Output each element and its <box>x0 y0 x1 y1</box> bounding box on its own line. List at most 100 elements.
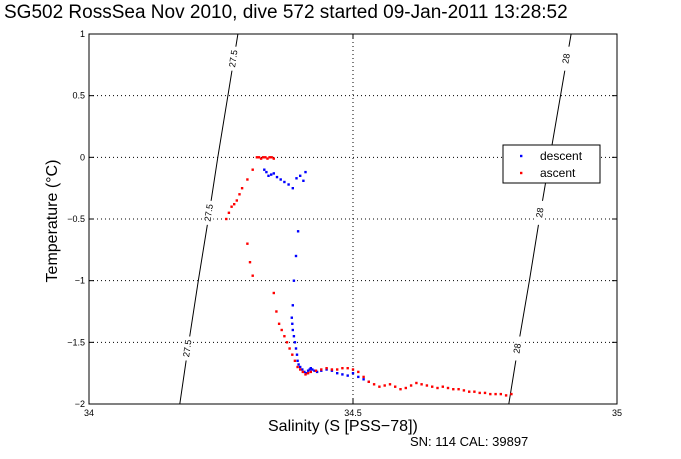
ascent-point <box>262 156 265 159</box>
ascent-point <box>268 156 271 159</box>
ascent-point <box>320 368 323 371</box>
ascent-point <box>264 156 267 159</box>
descent-point <box>270 173 273 176</box>
ascent-point <box>227 211 231 214</box>
isopycnal-label: 27.5 <box>181 339 193 358</box>
descent-point <box>295 177 298 180</box>
ascent-point <box>494 392 497 396</box>
descent-point <box>351 372 355 375</box>
ascent-point <box>351 368 355 371</box>
descent-point <box>292 279 296 282</box>
ascent-point <box>431 385 434 388</box>
y-tick-label: −1.5 <box>67 337 85 347</box>
chart-title: SG502 RossSea Nov 2010, dive 572 started… <box>4 2 568 23</box>
ascent-point <box>235 199 238 202</box>
ascent-point <box>280 328 283 332</box>
descent-point <box>299 174 302 177</box>
ascent-point <box>504 394 508 397</box>
descent-point <box>283 180 286 184</box>
isopycnal-group: 27.5 27.5 27.5 28 28 28 <box>179 34 572 404</box>
ascent-point <box>330 368 334 371</box>
ascent-point <box>291 353 294 356</box>
legend-box <box>502 144 601 184</box>
ascent-point <box>341 367 344 370</box>
ascent-point <box>230 205 233 208</box>
ascent-point <box>399 388 402 391</box>
ascent-point <box>238 193 241 196</box>
ascent-point <box>248 261 252 264</box>
ascent-point <box>296 365 299 369</box>
ascent-point <box>240 187 244 190</box>
ascent-point <box>251 168 254 171</box>
ascent-point <box>367 380 370 383</box>
isopycnal-label-bg <box>229 46 238 71</box>
ascent-point <box>272 291 275 295</box>
ascent-point <box>283 335 286 338</box>
ascent-point <box>457 388 460 391</box>
descent-point <box>301 368 304 371</box>
ascent-point <box>301 370 304 374</box>
ascent-point <box>462 389 466 392</box>
ascent-point <box>309 370 312 374</box>
x-tick-label: 34 <box>84 408 94 418</box>
descent-point <box>362 378 365 381</box>
descent-point <box>304 170 307 174</box>
descent-point <box>309 367 312 370</box>
legend: descent ascent <box>502 144 601 184</box>
descent-point <box>303 370 306 374</box>
ascent-point <box>446 386 450 390</box>
ascent-point <box>510 392 513 396</box>
descent-point <box>263 168 266 171</box>
descent-point <box>320 369 323 372</box>
isopycnal-line <box>508 34 572 404</box>
descent-point <box>336 372 339 375</box>
ascent-point <box>378 385 381 388</box>
ascent-point <box>259 157 263 160</box>
x-tick-label: 34.5 <box>344 408 362 418</box>
descent-point <box>290 316 293 319</box>
ascent-point <box>246 178 249 181</box>
ascent-point <box>275 310 278 313</box>
descent-point <box>292 335 296 338</box>
ascent-point <box>394 385 397 388</box>
descent-point <box>330 369 334 372</box>
isopycnal-label-bg <box>513 336 522 361</box>
ascent-point <box>336 368 339 371</box>
y-tick-label: −0.5 <box>67 214 85 224</box>
isopycnal-label: 28 <box>560 53 571 64</box>
isopycnal-label: 28 <box>534 207 545 218</box>
ascent-point <box>314 369 318 372</box>
ascent-point <box>499 392 502 396</box>
isopycnal-label: 28 <box>511 343 522 354</box>
ascent-point <box>304 373 307 376</box>
legend-label: ascent <box>540 166 576 180</box>
ascent-point <box>468 390 471 393</box>
ascent-point <box>225 217 228 221</box>
y-tick-label: 0 <box>80 152 85 162</box>
descent-point <box>294 347 298 350</box>
ascent-point <box>383 384 386 387</box>
descent-point <box>294 254 298 258</box>
legend-label: descent <box>540 149 583 163</box>
ascent-point <box>246 242 249 245</box>
legend-marker <box>520 171 523 175</box>
ascent-point <box>425 384 429 387</box>
descent-point <box>325 368 328 371</box>
descent-point <box>313 369 316 372</box>
ascent-point <box>277 322 281 325</box>
ascent-point <box>452 388 455 391</box>
x-axis-label: Salinity (S [PSS−78]) <box>268 418 418 435</box>
descent-point <box>291 322 294 325</box>
descent-point <box>291 187 294 190</box>
descent-point <box>287 183 290 186</box>
descent-point <box>302 179 305 182</box>
ascent-point <box>372 383 376 386</box>
descent-point <box>291 304 294 307</box>
ascent-point <box>299 368 302 371</box>
descent-point <box>357 375 360 379</box>
descent-point <box>265 170 268 174</box>
y-axis-label: Temperature (°C) <box>44 159 61 283</box>
descent-point <box>306 369 310 372</box>
ascent-point <box>285 341 289 344</box>
ascent-point <box>266 157 269 160</box>
